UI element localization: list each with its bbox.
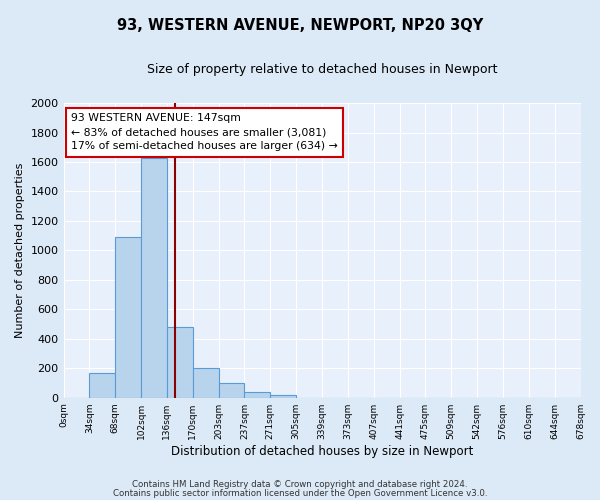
Bar (115, 237, 141, 398)
Bar (141, 158, 167, 398)
Title: Size of property relative to detached houses in Newport: Size of property relative to detached ho… (147, 62, 497, 76)
Bar (89, 372, 115, 398)
X-axis label: Distribution of detached houses by size in Newport: Distribution of detached houses by size … (171, 444, 473, 458)
Text: Contains public sector information licensed under the Open Government Licence v3: Contains public sector information licen… (113, 489, 487, 498)
Text: 93 WESTERN AVENUE: 147sqm
← 83% of detached houses are smaller (3,081)
17% of se: 93 WESTERN AVENUE: 147sqm ← 83% of detac… (71, 114, 338, 152)
Bar (167, 327, 193, 398)
Y-axis label: Number of detached properties: Number of detached properties (15, 162, 25, 338)
Bar (218, 383, 244, 398)
Text: 93, WESTERN AVENUE, NEWPORT, NP20 3QY: 93, WESTERN AVENUE, NEWPORT, NP20 3QY (117, 18, 483, 32)
Bar (244, 392, 271, 398)
Bar (193, 368, 218, 398)
Text: Contains HM Land Registry data © Crown copyright and database right 2024.: Contains HM Land Registry data © Crown c… (132, 480, 468, 489)
Bar (271, 395, 296, 398)
